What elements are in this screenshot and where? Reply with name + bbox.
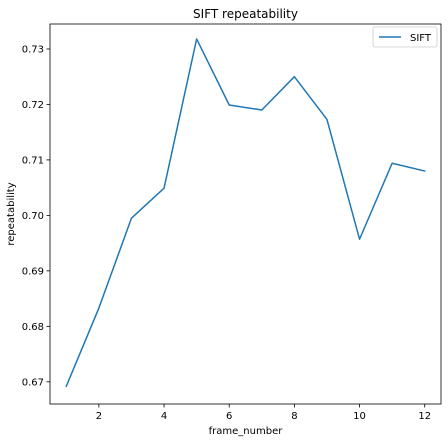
y-axis-label: repeatability [6, 182, 17, 245]
x-axis: 2 4 6 8 10 12 [96, 404, 431, 422]
legend-label: SIFT [410, 33, 432, 44]
x-axis-label: frame_number [209, 426, 284, 437]
chart-title: SIFT repeatability [193, 7, 298, 21]
y-tick-label: 0.68 [22, 322, 44, 333]
x-tick-label: 2 [96, 411, 102, 422]
x-tick-label: 10 [353, 411, 366, 422]
y-tick-label: 0.67 [22, 377, 44, 388]
y-tick-label: 0.69 [22, 266, 44, 277]
y-tick-label: 0.71 [22, 155, 44, 166]
x-tick-label: 12 [418, 411, 431, 422]
legend-box [372, 26, 438, 48]
y-tick-label: 0.73 [22, 44, 44, 55]
x-tick-label: 6 [226, 411, 232, 422]
plot-frame [49, 23, 442, 405]
series-layer [65, 38, 426, 388]
y-tick-label: 0.70 [22, 211, 44, 222]
x-tick-label: 8 [291, 411, 297, 422]
series-line-sift [65, 38, 426, 388]
plot-area [50, 24, 441, 404]
y-axis: 0.67 0.68 0.69 0.70 0.71 0.72 0.73 [22, 44, 50, 388]
x-tick-label: 4 [161, 411, 167, 422]
y-tick-label: 0.72 [22, 100, 44, 111]
legend: SIFT [372, 26, 438, 48]
